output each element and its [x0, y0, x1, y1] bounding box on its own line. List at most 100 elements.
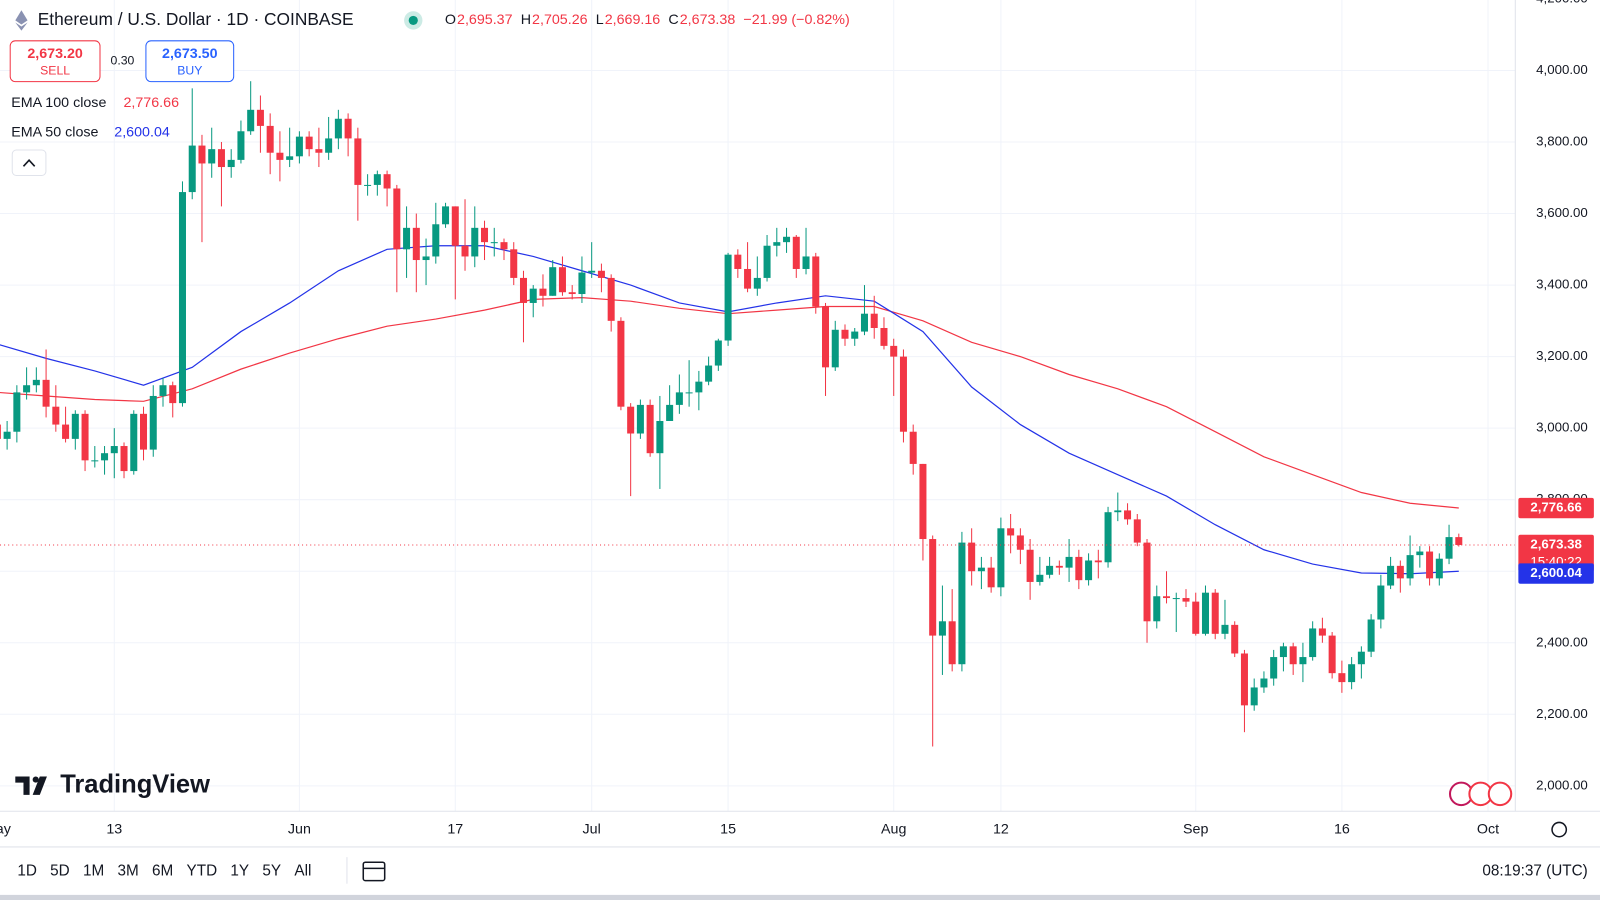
candle-body	[1182, 598, 1190, 602]
range-button[interactable]: 5Y	[262, 862, 281, 879]
market-status-dot	[408, 15, 418, 25]
bottom-strip	[0, 894, 1600, 900]
spread: 0.30	[111, 53, 135, 67]
calendar-button[interactable]	[362, 861, 386, 882]
x-tick-label: 17	[447, 821, 463, 837]
candle-body	[295, 136, 303, 157]
candle-body	[1143, 542, 1151, 622]
x-tick-label: 12	[993, 821, 1009, 837]
logo-mark	[15, 776, 47, 795]
candle-body	[1211, 592, 1219, 634]
buy-price: 2,673.50	[162, 46, 218, 62]
candle-body	[666, 404, 674, 421]
candle-body	[81, 413, 89, 461]
indicator-value: 2,600.04	[114, 124, 170, 140]
sell-button[interactable]	[9, 40, 101, 83]
candle-body	[558, 267, 566, 293]
range-button[interactable]: 5D	[50, 862, 70, 879]
range-button[interactable]: YTD	[187, 862, 218, 879]
candle-body	[1299, 657, 1307, 665]
candle-body	[997, 528, 1005, 588]
settings-icon[interactable]	[1551, 821, 1568, 838]
candle-body	[695, 381, 703, 393]
x-tick-label: 13	[106, 821, 122, 837]
candle-body	[744, 268, 752, 289]
range-button[interactable]: 3M	[118, 862, 139, 879]
candle-body	[568, 292, 576, 295]
candle-body	[334, 118, 342, 139]
calendar-icon	[362, 861, 386, 882]
candle-body	[1289, 646, 1297, 665]
candle-body	[617, 320, 625, 407]
candle-body	[822, 306, 830, 368]
candle-body	[1046, 565, 1054, 575]
candle-body	[958, 542, 966, 665]
candle-body	[714, 340, 722, 366]
candle-body	[646, 404, 654, 454]
candle-body	[432, 224, 440, 257]
candle-body	[539, 288, 547, 296]
range-button[interactable]: 1Y	[230, 862, 249, 879]
candle-body	[149, 395, 157, 450]
candle-body	[393, 188, 401, 250]
candle-body	[1075, 556, 1083, 581]
y-tick-label: 3,200.00	[1536, 348, 1588, 363]
candle-body	[899, 356, 907, 432]
y-tick-label: 3,400.00	[1536, 277, 1588, 292]
candle-body	[841, 329, 849, 339]
time-axis: May 13 Jun 17 Jul 15 Aug 12 Sep 16 Oct	[0, 821, 1499, 837]
price-tag	[1518, 563, 1594, 584]
x-tick-label: 16	[1334, 821, 1350, 837]
range-button[interactable]: 6M	[152, 862, 173, 879]
buy-button[interactable]	[145, 40, 235, 83]
candle-body	[792, 236, 800, 269]
candle-body	[1435, 558, 1443, 579]
candle-body	[110, 446, 118, 454]
candle-body	[1445, 537, 1453, 559]
candle-body	[1007, 528, 1015, 536]
header: Ethereum / U.S. Dollar · 1D · COINBASE O…	[9, 9, 850, 177]
candle-body	[451, 206, 459, 246]
price-tag-label: 2,776.66	[1530, 500, 1582, 515]
candle-body	[578, 272, 586, 295]
candle-body	[636, 404, 644, 434]
ohlc-key: H	[521, 12, 531, 28]
candle-body	[403, 227, 411, 250]
range-button[interactable]: 1D	[17, 862, 37, 879]
candle-body	[880, 327, 888, 346]
candle-body	[685, 392, 693, 394]
candle-body	[1085, 560, 1093, 581]
candle-body	[1104, 512, 1112, 563]
candle-body	[1396, 565, 1404, 579]
event-icon[interactable]	[1487, 781, 1513, 807]
ohlc-value: 2,705.26	[532, 12, 588, 28]
candle-body	[753, 277, 761, 289]
candle-body	[977, 567, 985, 572]
candle-body	[705, 365, 713, 382]
candle-body	[675, 392, 683, 405]
logo: TradingView	[15, 770, 210, 798]
candle-body	[1348, 664, 1356, 683]
candle-body	[62, 424, 70, 439]
y-tick-label: 2,200.00	[1536, 706, 1588, 721]
collapse-icon	[22, 158, 36, 167]
symbol-title: Ethereum / U.S. Dollar · 1D · COINBASE	[38, 9, 354, 29]
candle-body	[919, 463, 927, 540]
candle-body	[948, 621, 956, 665]
candle-body	[1036, 574, 1044, 582]
candle-body	[1172, 598, 1180, 600]
candle-body	[987, 567, 995, 588]
candle-body	[42, 379, 50, 407]
candle-body	[412, 227, 420, 261]
candle-body	[851, 331, 859, 339]
candle-body	[1026, 549, 1034, 582]
range-button[interactable]: 1M	[83, 862, 104, 879]
candle-body	[461, 245, 469, 257]
candle-body	[198, 145, 206, 164]
range-button[interactable]: All	[294, 862, 311, 879]
candle-body	[656, 420, 664, 454]
candle-body	[120, 446, 128, 472]
collapse-button[interactable]	[11, 149, 47, 177]
x-tick-label: Jun	[288, 821, 311, 837]
